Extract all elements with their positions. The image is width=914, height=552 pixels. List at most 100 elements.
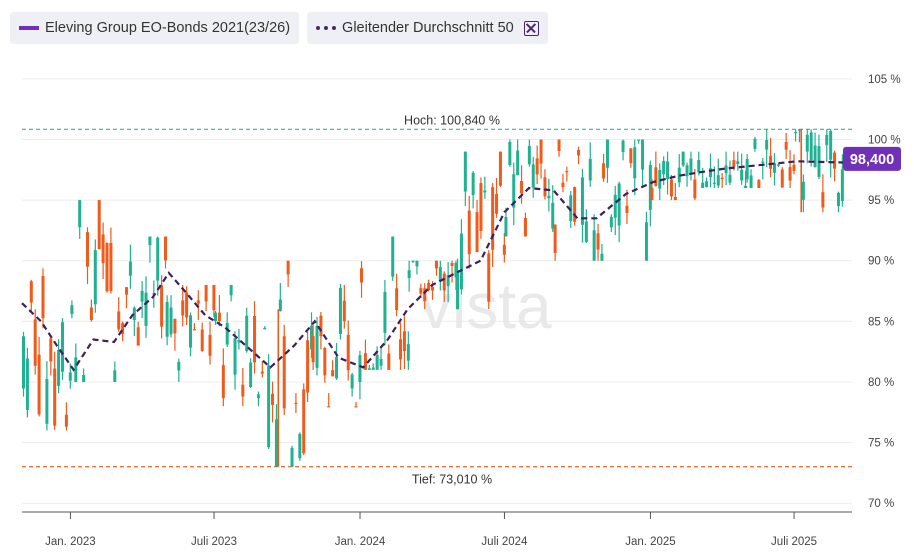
candle-body — [53, 368, 57, 426]
candle-body — [495, 193, 499, 214]
legend-ma-chip[interactable]: Gleitender Durchschnitt 50 — [307, 12, 548, 44]
candle-body — [89, 307, 93, 321]
candle-body — [338, 288, 342, 334]
candle-body — [49, 338, 53, 362]
y-tick-label: 90 % — [868, 256, 894, 268]
legend-series-chip[interactable]: Eleving Group EO-Bonds 2021(23/26) — [10, 12, 300, 44]
candle-body — [263, 327, 267, 330]
candle-body — [315, 325, 319, 368]
candle-body — [57, 350, 61, 386]
candle-body — [467, 210, 471, 255]
candle-body — [565, 170, 569, 173]
candle-body — [335, 356, 339, 379]
x-tick-label: Jan. 2024 — [335, 536, 386, 548]
candle-body — [463, 151, 467, 192]
candle-body — [836, 192, 840, 207]
candle-body — [654, 167, 658, 186]
candle-body — [749, 175, 753, 188]
candle-body — [516, 150, 520, 175]
candle-body — [569, 195, 573, 222]
candle-body — [249, 362, 253, 388]
candle-body — [241, 384, 245, 397]
candle-body — [310, 325, 314, 350]
candle-body — [221, 365, 225, 399]
candle-body — [491, 187, 495, 250]
candle-body — [797, 129, 801, 131]
candle-body — [584, 221, 588, 242]
candle-body — [25, 358, 29, 410]
candle-body — [136, 327, 140, 346]
candle-body — [600, 253, 604, 261]
candle-body — [278, 299, 282, 312]
candle-body — [342, 300, 346, 322]
candle-body — [740, 169, 744, 181]
high-label: Hoch: 100,840 % — [404, 113, 500, 127]
candle-body — [97, 200, 101, 250]
candle-body — [253, 316, 257, 363]
candle-body — [833, 152, 837, 169]
close-icon[interactable] — [523, 20, 539, 36]
candle-body — [169, 307, 173, 335]
candle-body — [580, 177, 584, 225]
candle-body — [805, 134, 809, 152]
candle-body — [423, 288, 427, 302]
last-value-box — [843, 146, 901, 171]
candle-body — [22, 336, 25, 389]
candle-body — [267, 365, 271, 448]
candle-body — [189, 315, 193, 348]
candle-body — [596, 233, 600, 250]
candle-body — [233, 338, 237, 375]
candle-body — [531, 164, 535, 188]
candle-body — [592, 230, 596, 261]
candle-body — [260, 371, 264, 374]
candle-body — [483, 190, 487, 193]
reference-lines: Hoch: 100,840 % Tief: 73,010 % — [22, 113, 852, 487]
candle-body — [650, 188, 654, 201]
candle-body — [459, 233, 463, 290]
candle-body — [117, 311, 121, 330]
candle-body — [156, 237, 160, 281]
candle-body — [446, 275, 450, 287]
last-value-label: 98,400 — [850, 152, 894, 168]
candle-body — [475, 212, 479, 253]
candle-body — [588, 158, 592, 181]
candles — [22, 129, 844, 467]
candle-body — [64, 414, 68, 427]
candle-body — [346, 334, 350, 371]
candle-body — [173, 318, 177, 334]
y-tick-label: 70 % — [868, 498, 894, 510]
candle-body — [68, 372, 72, 381]
candle-body — [708, 168, 712, 178]
y-tick-label: 100 % — [868, 134, 901, 146]
candle-body — [573, 187, 577, 222]
candle-body — [669, 179, 673, 197]
candle-body — [761, 161, 765, 163]
candle-body — [438, 267, 442, 281]
candle-body — [813, 145, 817, 168]
candle-body — [113, 370, 117, 382]
candle-body — [454, 262, 458, 278]
candle-body — [41, 275, 45, 319]
candle-body — [716, 175, 720, 186]
candle-body — [772, 163, 776, 173]
x-tick-label: Juli 2025 — [771, 536, 817, 548]
candle-body — [673, 196, 677, 201]
candle-body — [487, 253, 491, 302]
candle-body — [225, 322, 229, 345]
candle-body — [745, 159, 749, 180]
candle-body — [302, 389, 306, 454]
candle-body — [617, 183, 621, 226]
candle-body — [479, 183, 483, 231]
candle-body — [765, 140, 769, 150]
candle-body — [105, 242, 109, 292]
candle-body — [391, 236, 395, 277]
candle-body — [379, 358, 383, 366]
candle-body — [551, 202, 555, 229]
candle-body — [512, 174, 516, 208]
x-tick-label: Jan. 2023 — [45, 536, 96, 548]
legend-ma-label: Gleitender Durchschnitt 50 — [342, 20, 514, 36]
candle-body — [217, 312, 221, 322]
candle-body — [132, 307, 136, 321]
last-value-badge: 98,400 — [843, 146, 901, 171]
